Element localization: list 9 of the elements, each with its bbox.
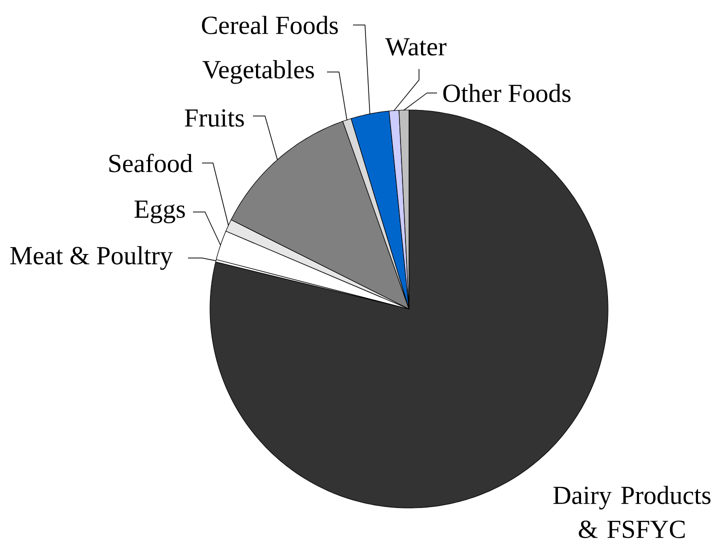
slice-label: Other Foods: [443, 84, 571, 102]
slice-label: Water: [385, 38, 446, 56]
slice-label: Fruits: [184, 109, 244, 127]
slice-label: Vegetables: [202, 60, 314, 84]
slice-label: Eggs: [134, 200, 185, 224]
slice-label: Meat & Poultry: [10, 246, 173, 270]
slice-label: Seafood: [109, 154, 192, 172]
slice-label: Cereal Foods: [202, 16, 338, 34]
slice-label: Dairy Products & FSFYC: [553, 486, 710, 538]
